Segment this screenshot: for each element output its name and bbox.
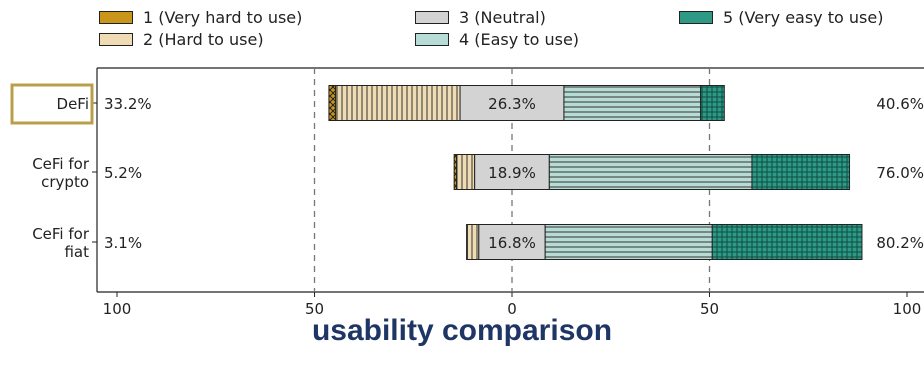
bar-r1-seg4 bbox=[548, 154, 753, 190]
bar-r2-seg3 bbox=[478, 224, 546, 260]
legend-label-1: 1 (Very hard to use) bbox=[143, 8, 303, 27]
bar-r0-seg5 bbox=[700, 85, 725, 121]
left-pct-label: 5.2% bbox=[104, 164, 142, 182]
legend-label-3: 3 (Neutral) bbox=[459, 8, 546, 27]
xtick-label-3: 50 bbox=[700, 300, 719, 318]
legend-swatch-5 bbox=[679, 11, 713, 24]
left-pct-label: 33.2% bbox=[104, 95, 152, 113]
legend-item-4: 4 (Easy to use) bbox=[415, 30, 579, 49]
left-pct-label: 3.1% bbox=[104, 234, 142, 252]
bar-r0-seg3 bbox=[459, 85, 565, 121]
xtick-label-4: 100 bbox=[893, 300, 922, 318]
legend-label-2: 2 (Hard to use) bbox=[143, 30, 264, 49]
neutral-pct-label: 18.9% bbox=[488, 164, 536, 182]
defi-highlight-box bbox=[10, 83, 94, 125]
ytick-label-2: CeFi for fiat bbox=[32, 225, 90, 261]
chart-caption: usability comparison bbox=[311, 314, 613, 347]
bar-r2-seg2 bbox=[466, 224, 480, 260]
right-pct-label: 40.6% bbox=[876, 95, 924, 113]
bar-r1-seg2 bbox=[456, 154, 476, 190]
bar-r1-seg3 bbox=[474, 154, 550, 190]
legend-item-3: 3 (Neutral) bbox=[415, 8, 546, 27]
legend-swatch-2 bbox=[99, 33, 133, 46]
xtick-label-1: 50 bbox=[305, 300, 324, 318]
ytick-label-0: DeFi bbox=[57, 95, 89, 113]
bar-r0-seg1 bbox=[328, 85, 337, 121]
legend-item-1: 1 (Very hard to use) bbox=[99, 8, 302, 27]
ytick-label-1: CeFi for crypto bbox=[32, 155, 90, 191]
legend: 1 (Very hard to use) 2 (Hard to use) 3 (… bbox=[99, 0, 924, 52]
bar-r0-seg4 bbox=[563, 85, 702, 121]
legend-item-2: 2 (Hard to use) bbox=[99, 30, 264, 49]
legend-label-4: 4 (Easy to use) bbox=[459, 30, 580, 49]
legend-swatch-3 bbox=[415, 11, 449, 24]
neutral-pct-label: 26.3% bbox=[488, 95, 536, 113]
legend-swatch-4 bbox=[415, 33, 449, 46]
xtick-label-2: 0 bbox=[507, 300, 517, 318]
legend-swatch-1 bbox=[99, 11, 133, 24]
bar-r2-seg5 bbox=[711, 224, 863, 260]
bar-r1-seg5 bbox=[751, 154, 851, 190]
bar-r2-seg4 bbox=[544, 224, 713, 260]
neutral-pct-label: 16.8% bbox=[488, 234, 536, 252]
xtick-label-0: 100 bbox=[103, 300, 132, 318]
bar-r0-seg2 bbox=[335, 85, 461, 121]
right-pct-label: 80.2% bbox=[876, 234, 924, 252]
legend-item-5: 5 (Very easy to use) bbox=[679, 8, 883, 27]
right-pct-label: 76.0% bbox=[876, 164, 924, 182]
legend-label-5: 5 (Very easy to use) bbox=[723, 8, 884, 27]
